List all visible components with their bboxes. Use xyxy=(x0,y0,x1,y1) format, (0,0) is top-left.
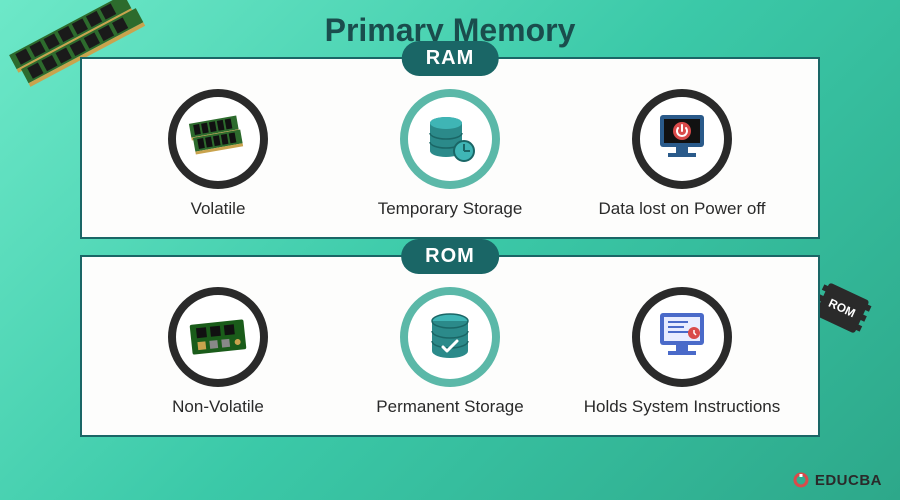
item-label: Holds System Instructions xyxy=(584,397,781,417)
item-label: Permanent Storage xyxy=(376,397,523,417)
rom-panel: ROM Non-Volatile xyxy=(80,255,820,437)
system-instructions-icon xyxy=(632,287,732,387)
non-volatile-icon xyxy=(168,287,268,387)
temporary-storage-icon xyxy=(400,89,500,189)
volatile-icon xyxy=(168,89,268,189)
brand-text: EDUCBA xyxy=(815,472,882,489)
permanent-storage-icon xyxy=(400,287,500,387)
power-off-icon xyxy=(632,89,732,189)
item-label: Temporary Storage xyxy=(378,199,523,219)
ram-item-poweroff: Data lost on Power off xyxy=(582,89,782,219)
ram-item-temporary: Temporary Storage xyxy=(350,89,550,219)
ram-item-volatile: Volatile xyxy=(118,89,318,219)
rom-item-permanent: Permanent Storage xyxy=(350,287,550,417)
item-label: Non-Volatile xyxy=(172,397,264,417)
item-label: Data lost on Power off xyxy=(599,199,766,219)
rom-badge: ROM xyxy=(401,239,499,274)
ram-badge: RAM xyxy=(402,41,499,76)
item-label: Volatile xyxy=(191,199,246,219)
brand-logo: EDUCBA xyxy=(791,470,882,490)
rom-item-nonvolatile: Non-Volatile xyxy=(118,287,318,417)
rom-item-instructions: Holds System Instructions xyxy=(582,287,782,417)
ram-panel: RAM Volatile xyxy=(80,57,820,239)
